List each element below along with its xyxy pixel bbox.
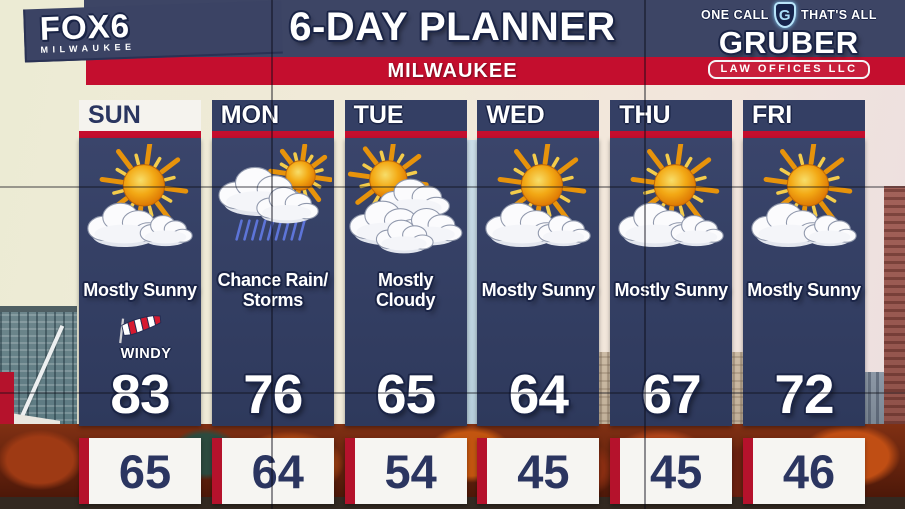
- day-panel: Chance Rain/Storms 76: [211, 138, 334, 426]
- day-panel: Mostly Sunny 64: [477, 138, 600, 426]
- day-header-red-stripe: [742, 131, 865, 138]
- day-condition: Mostly Cloudy: [375, 269, 436, 310]
- sponsor-tagline-left: ONE CALL: [701, 8, 769, 22]
- day-label: WED: [486, 101, 545, 129]
- videowall-seam-vertical: [644, 0, 646, 509]
- day-low-temp: 65: [118, 444, 172, 498]
- column-gap: [610, 426, 732, 438]
- left-red-sign: [0, 372, 14, 434]
- day-condition: Chance Rain/Storms: [217, 269, 329, 310]
- sponsor-tagline: ONE CALL G THAT'S ALL: [687, 2, 891, 28]
- day-header-red-stripe: [211, 131, 334, 138]
- windy-badge: WINDY: [109, 315, 172, 362]
- forecast-day-column: SUN Mostly Sunny WINDY: [79, 100, 201, 504]
- day-header: MON: [211, 100, 334, 131]
- day-label: THU: [619, 101, 671, 129]
- day-header-red-stripe: [344, 131, 467, 138]
- day-header: SUN: [79, 100, 201, 131]
- day-panel: Mostly Sunny 72: [742, 138, 865, 426]
- day-low-temp-box: 46: [742, 438, 865, 504]
- day-label: FRI: [751, 101, 793, 129]
- day-high-temp: 67: [641, 363, 702, 425]
- weather-icon: [214, 138, 332, 264]
- sponsor-logo: ONE CALL G THAT'S ALL GRUBER LAW OFFICES…: [687, 2, 891, 79]
- station-logo-locale: MILWAUKEE: [40, 41, 136, 55]
- windsock-icon: [109, 312, 171, 349]
- day-low-temp-box: 64: [211, 438, 334, 504]
- day-high-temp: 76: [243, 363, 303, 425]
- weather-icon: [479, 138, 597, 264]
- forecast-day-column: MON Chance Rain/Storms 76 64: [211, 100, 334, 504]
- sponsor-tagline-right: THAT'S ALL: [800, 8, 877, 22]
- column-gap: [345, 426, 467, 438]
- day-header-red-stripe: [610, 131, 733, 138]
- day-high-temp: 65: [376, 363, 436, 425]
- day-header-red-stripe: [477, 131, 600, 138]
- sponsor-shield-icon: G: [773, 2, 796, 28]
- forecast-day-column: THU Mostly Sunny 67 45: [610, 100, 733, 504]
- day-low-temp: 45: [650, 444, 703, 498]
- day-header: TUE: [344, 100, 467, 131]
- weather-icon: [612, 138, 730, 264]
- weather-icon: [745, 138, 863, 264]
- day-condition: Mostly Sunny: [747, 279, 861, 300]
- day-low-temp: 45: [517, 444, 570, 498]
- day-header: WED: [477, 100, 600, 131]
- column-gap: [79, 426, 201, 438]
- day-panel: Mostly Sunny 67: [610, 138, 733, 426]
- day-high-temp: 64: [508, 363, 569, 425]
- column-gap: [477, 426, 599, 438]
- day-label: MON: [220, 101, 280, 129]
- sponsor-subname: LAW OFFICES LLC: [708, 60, 870, 79]
- sponsor-name: GRUBER: [718, 25, 860, 60]
- day-panel: Mostly Sunny WINDY 83: [79, 138, 201, 426]
- day-low-temp: 54: [384, 444, 437, 498]
- day-panel: Mostly Cloudy 65: [344, 138, 467, 426]
- windy-label: WINDY: [120, 346, 172, 362]
- forecast-day-column: WED Mostly Sunny 64 45: [477, 100, 600, 504]
- day-header-red-stripe: [79, 131, 201, 138]
- day-header: THU: [610, 100, 733, 131]
- videowall-seam-vertical: [271, 0, 273, 509]
- day-low-temp-box: 45: [610, 438, 733, 504]
- day-low-temp-box: 45: [477, 438, 600, 504]
- day-label: SUN: [88, 101, 141, 129]
- day-high-temp: 83: [110, 363, 170, 425]
- videowall-seam-horizontal: [0, 186, 905, 188]
- station-logo-name: FOX6: [39, 6, 131, 47]
- skyline-distant-building: [466, 140, 479, 436]
- day-low-temp: 46: [782, 444, 836, 498]
- day-header: FRI: [742, 100, 865, 131]
- weather-icon: [81, 138, 199, 264]
- forecast-day-column: FRI Mostly Sunny 72 46: [742, 100, 865, 504]
- city-label: MILWAUKEE: [387, 60, 518, 82]
- forecast-columns: SUN Mostly Sunny WINDY: [79, 100, 865, 504]
- skyline-brick-tower: [884, 186, 905, 440]
- day-condition: Mostly Sunny: [614, 279, 728, 300]
- day-low-temp-box: 54: [344, 438, 467, 504]
- videowall-seam-horizontal: [0, 392, 905, 394]
- forecast-day-column: TUE Mostly Cloudy: [344, 100, 467, 504]
- day-low-temp: 64: [251, 444, 304, 498]
- day-low-temp-box: 65: [79, 438, 201, 504]
- day-high-temp: 72: [774, 363, 834, 425]
- day-condition: Mostly Sunny: [481, 279, 596, 300]
- page-title: 6-DAY PLANNER: [289, 5, 616, 49]
- day-condition: Mostly Sunny: [83, 279, 197, 300]
- day-label: TUE: [353, 101, 404, 129]
- column-gap: [743, 426, 865, 438]
- station-logo: FOX6 MILWAUKEE: [23, 0, 283, 63]
- weather-icon: [347, 138, 465, 264]
